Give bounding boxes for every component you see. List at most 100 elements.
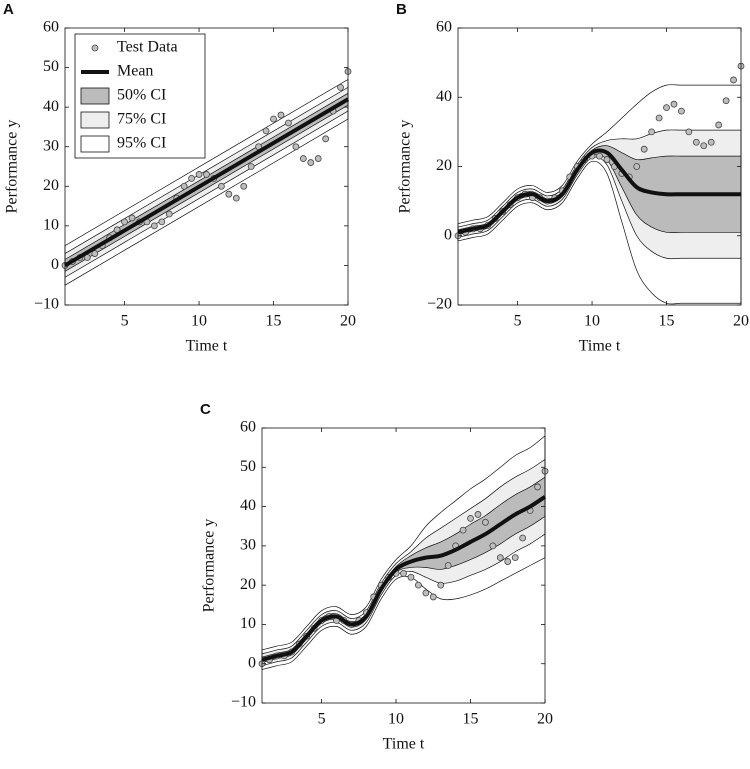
x-tick-label: 15	[266, 313, 282, 330]
x-tick-label: 10	[191, 313, 207, 330]
test-point	[165, 210, 173, 218]
test-point	[180, 182, 188, 190]
test-point	[444, 562, 452, 569]
test-point	[270, 115, 277, 123]
x-tick-label: 15	[463, 711, 479, 728]
y-tick-label: 60	[43, 19, 59, 36]
test-point	[277, 111, 285, 119]
legend-label: Mean	[117, 63, 153, 80]
y-axis-label: Performance y	[397, 120, 414, 214]
y-axis-label: Performance y	[201, 519, 218, 613]
test-point	[247, 163, 255, 170]
test-point	[700, 142, 708, 150]
test-point	[603, 156, 611, 163]
test-point	[482, 518, 489, 526]
axes-frame	[64, 27, 349, 306]
legend-marker	[80, 87, 110, 105]
y-tick-label: 0	[51, 256, 59, 273]
x-tick-label: 15	[659, 313, 675, 330]
test-point	[429, 593, 437, 601]
test-point	[534, 483, 541, 491]
x-axis-label: Time t	[383, 736, 425, 753]
test-point	[188, 174, 196, 182]
legend-label: 50% CI	[117, 87, 166, 104]
test-point	[730, 76, 737, 84]
y-tick-label: 30	[240, 537, 256, 554]
test-point	[437, 581, 445, 589]
test-point	[648, 128, 656, 136]
y-tick-label: 50	[43, 58, 59, 75]
test-point	[670, 100, 678, 108]
test-point	[150, 222, 158, 230]
test-point	[203, 171, 210, 178]
test-point	[195, 171, 203, 178]
test-point	[467, 514, 474, 522]
y-tick-label: 20	[43, 177, 59, 194]
y-tick-label: 60	[240, 419, 256, 436]
y-tick-label: 40	[436, 88, 452, 105]
x-tick-label: 10	[388, 711, 404, 728]
test-point	[496, 554, 504, 562]
test-point	[225, 190, 233, 198]
test-point	[655, 114, 663, 122]
y-tick-label: 50	[240, 458, 256, 475]
panel-label: A	[3, 1, 14, 18]
y-tick-label: 40	[240, 497, 256, 514]
test-point	[262, 127, 270, 135]
test-point	[240, 182, 248, 190]
test-point	[285, 119, 292, 127]
y-tick-label: 10	[240, 615, 256, 632]
test-point	[121, 218, 128, 226]
test-point	[678, 107, 685, 115]
x-tick-label: 20	[733, 313, 749, 330]
mean-line	[261, 495, 547, 662]
panel-label: C	[200, 401, 211, 418]
x-tick-label: 20	[340, 313, 356, 330]
test-point	[407, 573, 415, 581]
x-tick-label: 20	[537, 711, 553, 728]
test-point	[715, 121, 723, 129]
y-tick-label: 0	[444, 226, 452, 243]
test-point	[707, 138, 715, 146]
x-tick-label: 10	[584, 313, 600, 330]
test-point	[459, 526, 467, 534]
legend-marker	[80, 111, 110, 129]
test-point	[504, 558, 512, 565]
mean-line	[457, 148, 741, 235]
y-axis-label: Performance y	[4, 120, 21, 214]
y-tick-label: −10	[231, 694, 256, 711]
axes-frame	[261, 427, 546, 704]
y-tick-label: 20	[240, 576, 256, 593]
legend-marker	[80, 135, 110, 153]
test-point	[640, 145, 648, 153]
test-point	[519, 534, 527, 542]
test-point	[292, 143, 300, 151]
test-point	[692, 138, 700, 146]
y-tick-label: 20	[436, 157, 452, 174]
test-point	[489, 542, 497, 550]
mean-line	[63, 97, 350, 268]
y-tick-label: 60	[436, 19, 452, 36]
y-tick-label: 40	[43, 98, 59, 115]
test-point	[91, 250, 99, 257]
test-point	[422, 589, 430, 597]
test-point	[128, 214, 136, 222]
x-tick-label: 5	[318, 711, 326, 728]
test-point	[511, 554, 519, 562]
test-point	[217, 182, 225, 190]
test-point	[474, 511, 482, 518]
y-tick-label: 0	[248, 654, 256, 671]
test-point	[722, 97, 730, 105]
legend-label: 75% CI	[117, 111, 166, 128]
test-point	[414, 581, 422, 589]
test-point	[663, 104, 670, 112]
y-tick-label: 30	[43, 137, 59, 154]
x-tick-label: 5	[514, 313, 522, 330]
legend-marker	[91, 44, 99, 52]
panel-label: B	[396, 1, 407, 18]
legend-label: Test Data	[117, 39, 178, 56]
test-point	[400, 569, 407, 577]
test-point	[337, 83, 344, 91]
x-axis-label: Time t	[579, 338, 621, 355]
test-point	[299, 155, 307, 162]
